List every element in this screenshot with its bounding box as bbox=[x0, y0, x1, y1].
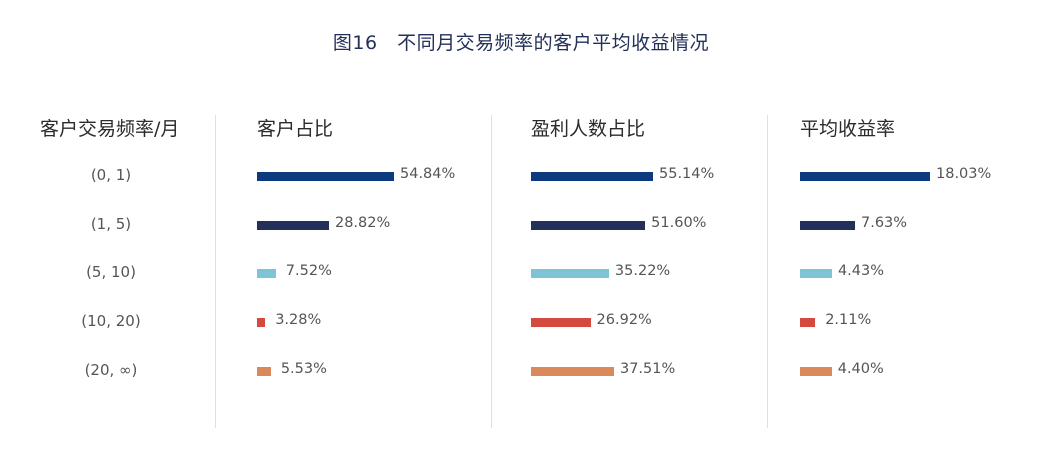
row-header: 客户交易频率/月 bbox=[40, 118, 180, 140]
bar bbox=[531, 172, 653, 181]
value-label: 26.92% bbox=[596, 312, 652, 328]
value-label: 35.22% bbox=[614, 263, 671, 279]
value-label: 7.52% bbox=[285, 263, 332, 279]
bar bbox=[257, 367, 271, 376]
value-label: 37.51% bbox=[619, 361, 676, 377]
bar bbox=[800, 172, 930, 181]
value-label: 5.53% bbox=[280, 361, 327, 377]
category-label: (5, 10) bbox=[86, 263, 136, 281]
bar bbox=[800, 221, 855, 230]
value-label: 2.11% bbox=[825, 312, 872, 328]
bar bbox=[531, 367, 614, 376]
bar bbox=[800, 269, 832, 278]
value-label: 55.14% bbox=[659, 166, 715, 182]
bar bbox=[800, 367, 832, 376]
value-label: 3.28% bbox=[275, 312, 322, 328]
category-label: (20, ∞) bbox=[84, 361, 138, 379]
panel-header: 平均收益率 bbox=[800, 118, 896, 140]
panel-divider bbox=[767, 115, 768, 428]
bar bbox=[800, 318, 816, 327]
bar bbox=[257, 318, 266, 327]
panel-header: 盈利人数占比 bbox=[531, 118, 646, 140]
category-label: (1, 5) bbox=[90, 215, 132, 233]
category-label: (0, 1) bbox=[90, 166, 132, 184]
bar bbox=[531, 221, 646, 230]
bar bbox=[257, 269, 276, 278]
chart-title: 图16 不同月交易频率的客户平均收益情况 bbox=[332, 32, 710, 54]
category-label: (10, 20) bbox=[81, 312, 141, 330]
bar bbox=[257, 221, 329, 230]
panel-header: 客户占比 bbox=[257, 118, 334, 140]
bar bbox=[531, 318, 591, 327]
value-label: 4.40% bbox=[837, 361, 884, 377]
panel-divider bbox=[491, 115, 492, 428]
value-label: 51.60% bbox=[651, 215, 707, 231]
value-label: 4.43% bbox=[837, 263, 885, 279]
value-label: 54.84% bbox=[400, 166, 456, 182]
panel-divider bbox=[215, 115, 216, 428]
bar bbox=[531, 269, 609, 278]
value-label: 7.63% bbox=[861, 215, 908, 231]
value-label: 28.82% bbox=[334, 215, 391, 231]
value-label: 18.03% bbox=[936, 166, 992, 182]
bar bbox=[257, 172, 394, 181]
